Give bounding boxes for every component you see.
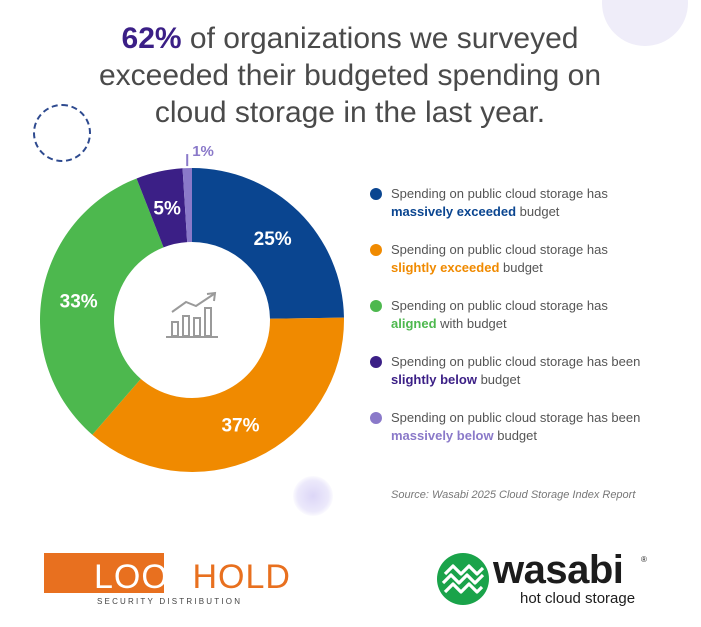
legend-emphasis: slightly below — [391, 372, 477, 387]
legend-text: Spending on public cloud storage has bee… — [391, 354, 641, 369]
slice-label: 37% — [221, 415, 259, 436]
legend-item: Spending on public cloud storage has bee… — [367, 353, 687, 409]
legend-emphasis: aligned — [391, 316, 437, 331]
legend-item: Spending on public cloud storage has alig… — [367, 297, 687, 353]
wasabi-logo-text: wasabi — [493, 548, 624, 592]
wasabi-logo-icon — [437, 553, 489, 605]
legend-emphasis: massively below — [391, 428, 494, 443]
wasabi-registered-mark: ® — [641, 555, 647, 564]
loophold-logo-text: LOOPHOLD — [94, 558, 291, 596]
legend-text: Spending on public cloud storage has — [391, 186, 608, 201]
headline: 62% of organizations we surveyed exceede… — [40, 20, 660, 131]
legend-emphasis: massively exceeded — [391, 204, 517, 219]
headline-line3: cloud storage in the last year. — [154, 96, 546, 129]
decorative-blob — [293, 476, 333, 516]
slice-label: 1% — [192, 143, 214, 160]
legend-swatch — [370, 300, 382, 312]
donut-slice — [136, 168, 188, 248]
donut-slice — [192, 168, 344, 319]
legend-swatch — [370, 356, 382, 368]
legend-swatch — [370, 412, 382, 424]
headline-highlight: 62% — [121, 22, 182, 55]
legend-emphasis: slightly exceeded — [391, 260, 500, 275]
legend-swatch — [370, 244, 382, 256]
legend-item: Spending on public cloud storage has slig… — [367, 241, 687, 297]
donut-slice — [92, 317, 344, 472]
legend-text: Spending on public cloud storage has — [391, 298, 608, 313]
slice-label: 25% — [254, 229, 292, 250]
source-note: Source: Wasabi 2025 Cloud Storage Index … — [391, 489, 636, 501]
headline-line2: exceeded their budgeted spending on — [98, 59, 602, 92]
donut-slice — [182, 168, 192, 243]
loophold-logo-block — [44, 553, 164, 593]
slice-label: 5% — [153, 199, 181, 220]
donut-slice — [39, 178, 164, 435]
loophold-logo-tagline: SECURITY DISTRIBUTION — [97, 597, 243, 606]
legend-text-end: budget — [516, 204, 560, 219]
legend-text: Spending on public cloud storage has — [391, 242, 608, 257]
legend-text: Spending on public cloud storage has bee… — [391, 410, 641, 425]
legend-item: Spending on public cloud storage has bee… — [367, 409, 687, 465]
legend-item: Spending on public cloud storage has mass… — [367, 185, 687, 241]
headline-line1: of organizations we surveyed — [181, 22, 579, 55]
legend-text-end: with budget — [436, 316, 507, 331]
chart-legend: Spending on public cloud storage has mass… — [367, 185, 687, 465]
legend-text-end: budget — [499, 260, 543, 275]
bar-chart-trend-icon — [166, 291, 218, 338]
legend-swatch — [370, 188, 382, 200]
legend-text-end: budget — [493, 428, 537, 443]
slice-label: 33% — [60, 291, 98, 312]
legend-text-end: budget — [476, 372, 521, 387]
decorative-dashed-circle — [33, 104, 91, 162]
loophold-logo: LOOPHOLD SECURITY DISTRIBUTION — [44, 553, 290, 615]
wasabi-logo-tagline: hot cloud storage — [520, 590, 636, 607]
